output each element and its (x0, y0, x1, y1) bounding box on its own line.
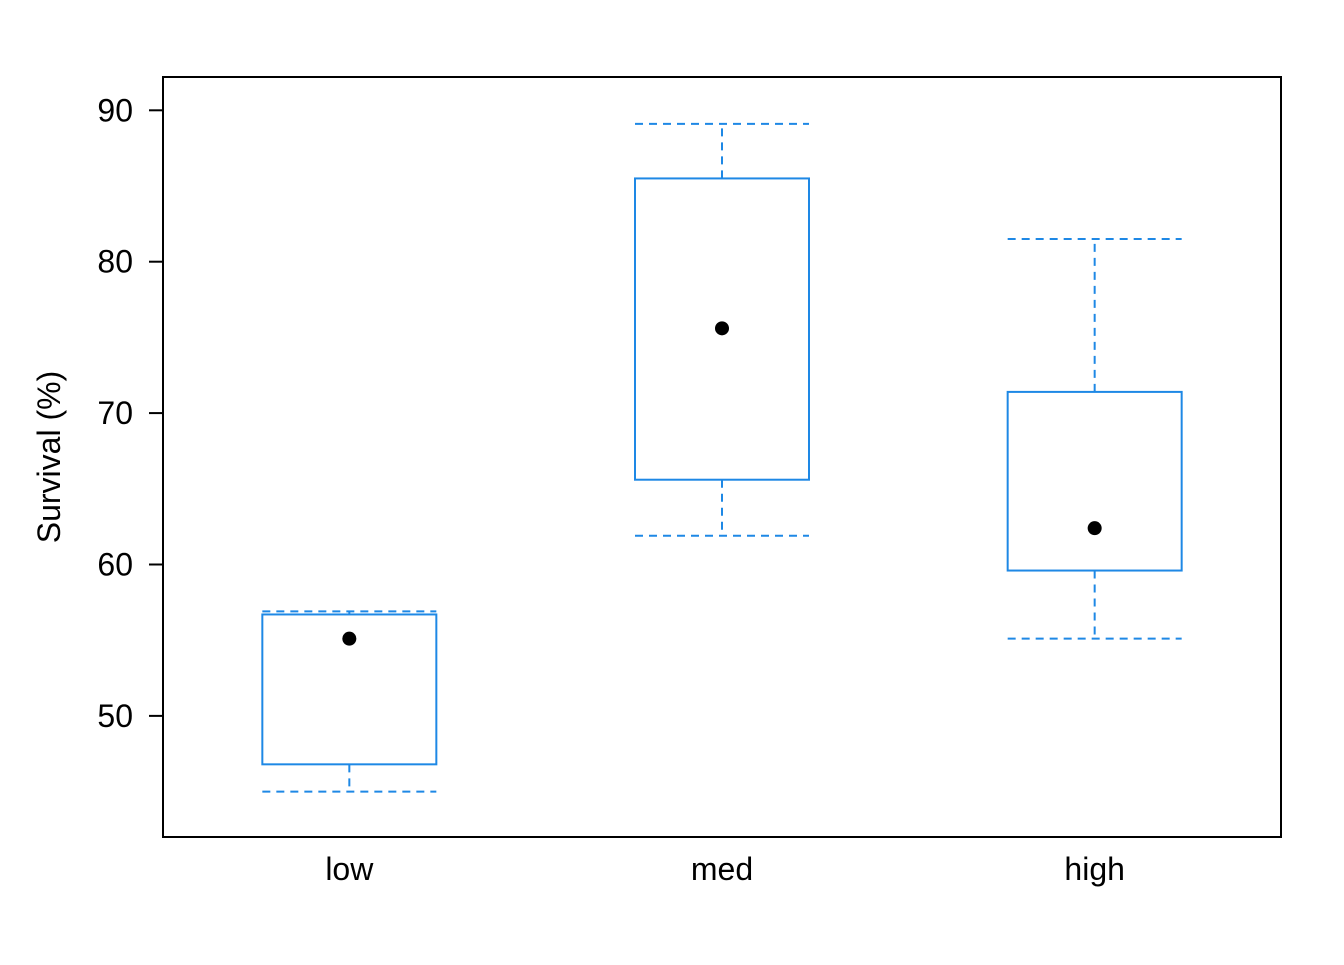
y-tick-label-70: 70 (97, 395, 133, 431)
x-axis: low med high (325, 851, 1125, 887)
center-point-low (342, 631, 357, 646)
box-group-high (1006, 237, 1183, 640)
x-tick-label-high: high (1064, 851, 1125, 887)
y-tick-label-60: 60 (97, 546, 133, 582)
y-tick-label-50: 50 (97, 698, 133, 734)
center-point-high (1087, 521, 1102, 536)
y-axis: 50 60 70 80 90 (97, 92, 163, 734)
x-tick-label-med: med (691, 851, 753, 887)
x-tick-label-low: low (325, 851, 374, 887)
y-tick-label-90: 90 (97, 92, 133, 128)
boxes-layer (261, 122, 1183, 793)
y-tick-label-80: 80 (97, 244, 133, 280)
box-group-low (261, 610, 438, 793)
center-point-med (715, 321, 729, 336)
box-med (634, 177, 810, 481)
plot-frame (162, 76, 1282, 838)
box-group-med (634, 122, 810, 537)
box-high (1006, 390, 1183, 572)
y-axis-title: Survival (%) (31, 371, 67, 543)
box-low (261, 613, 438, 766)
